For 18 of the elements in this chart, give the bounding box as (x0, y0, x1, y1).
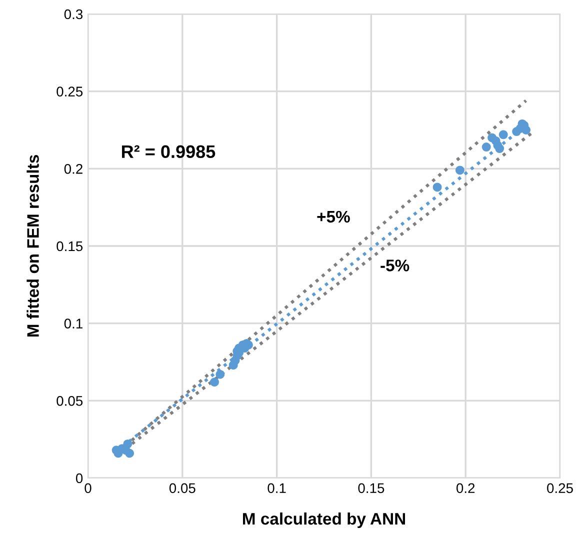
y-tick-label: 0.15 (56, 241, 83, 252)
y-tick-label: 0.2 (64, 164, 82, 174)
x-tick-label: 0.1 (268, 483, 286, 494)
y-tick-label: 0.3 (64, 9, 83, 20)
y-tick-label: 0.25 (56, 86, 83, 97)
annotation: +5% (317, 210, 350, 223)
x-tick-label: 0.25 (547, 483, 573, 494)
x-tick-label: 0 (84, 483, 92, 494)
annotation: -5% (380, 260, 410, 272)
x-axis-title: M calculated by ANN (243, 512, 405, 528)
annotation: R² = 0.9985 (122, 145, 216, 158)
y-tick-label: 0.1 (64, 318, 82, 329)
y-axis-title: M fitted on FEM results (26, 155, 39, 337)
x-tick-label: 0.05 (169, 483, 196, 494)
x-tick-label: 0.15 (358, 483, 384, 494)
x-tick-label: 0.2 (456, 483, 475, 494)
y-tick-label: 0 (76, 473, 83, 484)
y-tick-label: 0.05 (56, 396, 83, 406)
